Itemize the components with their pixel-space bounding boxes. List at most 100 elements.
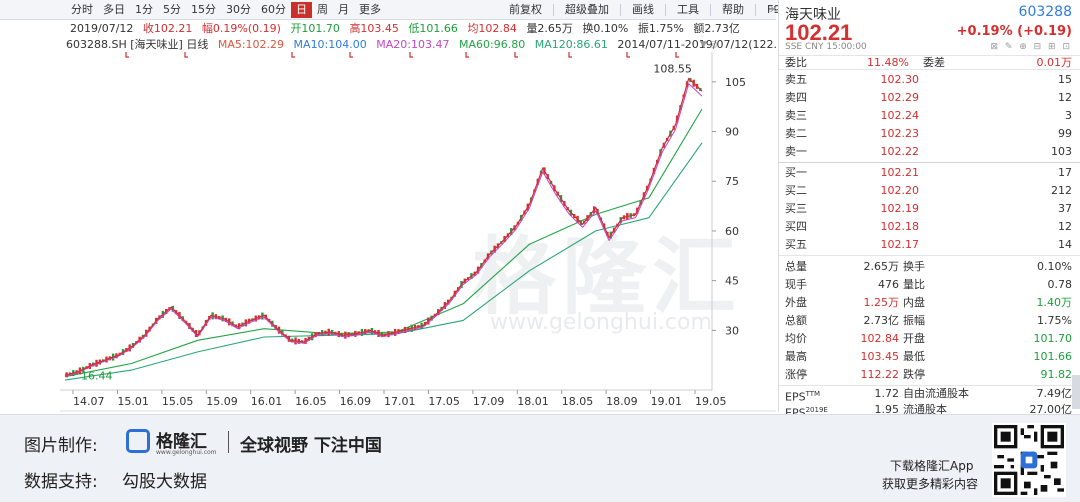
stat-value: 1.40万 — [1036, 296, 1073, 309]
tool-menu-item[interactable]: F9 — [767, 2, 781, 16]
close-icon[interactable]: ✕ — [769, 3, 779, 16]
eps-value: 27.00亿 — [1029, 403, 1073, 416]
quote-amplitude: 振1.75% — [637, 22, 684, 35]
x-tick-label: 16.05 — [295, 395, 327, 408]
stat-value: 101.70 — [1033, 332, 1073, 345]
download-text: 下载格隆汇App — [890, 459, 974, 473]
stat-row: 总额 2.73亿 振幅 1.75% — [779, 312, 1080, 330]
stock-name: 海天味业 — [785, 7, 841, 23]
event-marker — [409, 52, 413, 58]
y-tick-label: 60 — [725, 225, 739, 238]
eps-value: 7.49亿 — [1036, 387, 1073, 400]
period-tab[interactable]: 30分 — [226, 2, 251, 16]
quote-range: 幅0.19%(0.19) — [201, 22, 281, 35]
toolbar-divider — [553, 3, 554, 16]
eps-value: 1.72 — [874, 387, 900, 400]
stat-label: 跌停 — [903, 368, 925, 381]
bid-volume: 212 — [1051, 184, 1072, 197]
quote-volume: 量2.65万 — [526, 22, 573, 35]
tool-menu-item[interactable]: 帮助 — [722, 2, 744, 16]
x-tick-label: 19.01 — [651, 395, 683, 408]
order-ratio-row: 委比 11.48% 委差 0.01万 — [779, 56, 1080, 70]
tool-menu-item[interactable]: 工具 — [677, 2, 699, 16]
data-source: 勾股大数据 — [122, 472, 207, 492]
ask-price: 102.30 — [880, 73, 920, 86]
stat-label: 换手 — [903, 260, 925, 273]
bid-price: 102.21 — [880, 166, 920, 179]
gelonghui-logo: 格隆汇 www.gelonghui.com — [126, 427, 220, 457]
ma60-label: MA60:96.80 — [458, 38, 526, 51]
bid-row: 买二 102.20 212 — [779, 182, 1080, 200]
event-marker — [125, 52, 129, 58]
ma-legend-line: 603288.SH [海天味业] 日线 MA5:102.29 MA10:104.… — [66, 37, 790, 53]
period-tab[interactable]: 60分 — [261, 2, 286, 16]
y-tick-label: 30 — [725, 324, 739, 337]
quote-high: 高103.45 — [349, 22, 399, 35]
stat-value: 1.25万 — [863, 296, 900, 309]
stat-row: 涨停 112.22 跌停 91.82 — [779, 366, 1080, 384]
ask-volume: 103 — [1051, 145, 1072, 158]
price-line — [64, 77, 703, 376]
panel-scrollbar[interactable] — [1072, 375, 1080, 409]
y-tick-label: 90 — [725, 126, 739, 139]
period-tab[interactable]: 15分 — [191, 2, 216, 16]
toolbar-divider — [620, 3, 621, 16]
data-label: 数据支持: — [24, 472, 98, 492]
ask-volume: 12 — [1058, 91, 1072, 104]
stat-value: 0.78 — [1047, 278, 1073, 291]
stat-label: 均价 — [785, 332, 807, 345]
eps-label-text: EPS — [785, 390, 806, 404]
webi-label: 委比 — [785, 56, 807, 69]
stat-row: 现手 476 量比 0.78 — [779, 276, 1080, 294]
stat-value: 101.66 — [1033, 350, 1073, 363]
period-tab[interactable]: 日 — [291, 1, 312, 18]
x-tick-label: 18.05 — [562, 395, 594, 408]
eps-label: 自由流通股本 — [903, 387, 969, 400]
ask-row: 卖二 102.23 99 — [779, 125, 1080, 143]
period-tab[interactable]: 月 — [338, 2, 349, 16]
quote-low: 低101.66 — [408, 22, 458, 35]
ask-label: 卖五 — [785, 73, 807, 86]
stat-label: 量比 — [903, 278, 925, 291]
stat-value: 103.45 — [860, 350, 900, 363]
download-subtext: 获取更多精彩内容 — [882, 477, 979, 491]
stock-code[interactable]: 603288 — [1018, 4, 1072, 20]
quote-close: 收102.21 — [142, 22, 193, 35]
ma120-line — [64, 142, 703, 381]
stat-value: 0.10% — [1037, 260, 1072, 273]
x-tick-label: 16.01 — [251, 395, 283, 408]
ma10-label: MA10:104.00 — [293, 38, 367, 51]
period-tab[interactable]: 5分 — [163, 2, 181, 16]
bid-price: 102.19 — [880, 202, 920, 215]
x-tick-label: 18.01 — [517, 395, 549, 408]
legend-dropdown-icon[interactable]: ▼ ◎ — [700, 40, 718, 50]
stat-label: 涨停 — [785, 368, 807, 381]
period-tab[interactable]: 周 — [317, 2, 328, 16]
stat-value: 476 — [878, 278, 899, 291]
bid-row: 买一 102.21 17 — [779, 164, 1080, 182]
logo-mark-icon — [126, 429, 150, 453]
tool-menu-item[interactable]: 超级叠加 — [565, 2, 609, 16]
panel-tool-icons[interactable]: ⊠ ✎ ⊕ ⊟ ⊞ ⊡ — [990, 42, 1072, 52]
ask-price: 102.24 — [880, 109, 920, 122]
stat-row: 均价 102.84 开盘 101.70 — [779, 330, 1080, 348]
bid-row: 买五 102.17 14 — [779, 236, 1080, 254]
kline-chart[interactable]: 格隆汇 www.gelonghui.com 105 90 75 60 45 30 14.07… — [60, 52, 776, 412]
eps-label-sup: 2019E — [805, 406, 828, 414]
period-tab[interactable]: 更多 — [359, 2, 381, 16]
exchange-meta: SSE CNY 15:00:00 — [785, 42, 867, 52]
made-label: 图片制作: — [24, 436, 98, 456]
period-tab[interactable]: 多日 — [103, 2, 125, 16]
period-tab[interactable]: 分时 — [71, 2, 93, 16]
chart-svg: 105 90 75 60 45 30 14.07 15.01 15.05 15.09 16.01 16… — [60, 52, 776, 412]
ma-code: 603288.SH [海天味业] 日线 — [66, 38, 209, 51]
period-tab[interactable]: 1分 — [135, 2, 153, 16]
toolbar-divider — [710, 3, 711, 16]
tool-menu-item[interactable]: 前复权 — [509, 2, 542, 16]
ma5-label: MA5:102.29 — [217, 38, 285, 51]
weicha-label: 委差 — [923, 56, 945, 69]
bid-price: 102.17 — [880, 238, 920, 251]
stat-label: 总额 — [785, 314, 807, 327]
tool-menu-item[interactable]: 画线 — [632, 2, 654, 16]
quote-stats: 总量 2.65万 换手 0.10% 现手 476 量比 0.78 外盘 1.25万 内盘 1.40万总… — [779, 256, 1080, 386]
